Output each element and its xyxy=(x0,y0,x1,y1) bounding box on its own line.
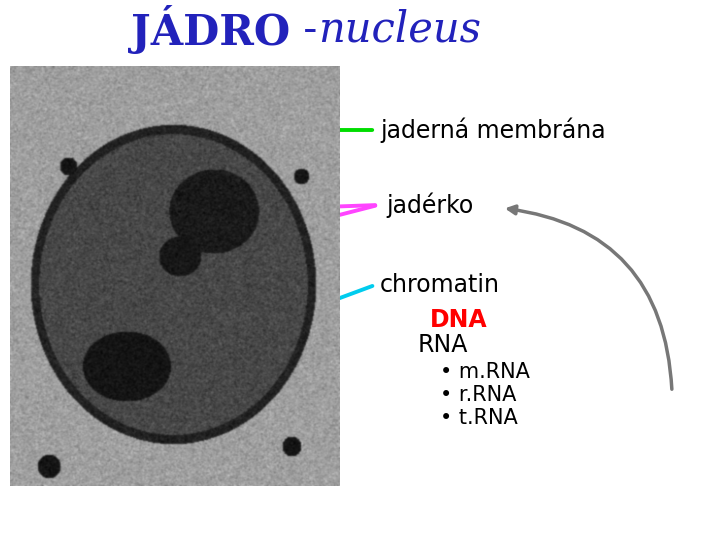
Text: • m.RNA: • m.RNA xyxy=(440,362,530,382)
Text: jadérko: jadérko xyxy=(386,192,473,218)
Text: RNA: RNA xyxy=(418,333,469,357)
Text: DNA: DNA xyxy=(430,308,487,332)
Text: -: - xyxy=(290,9,330,51)
Text: jaderná membrána: jaderná membrána xyxy=(380,117,606,143)
Text: chromatin: chromatin xyxy=(380,273,500,297)
Text: JÁDRO: JÁDRO xyxy=(131,5,290,55)
Text: • r.RNA: • r.RNA xyxy=(440,385,516,405)
FancyArrowPatch shape xyxy=(508,206,672,389)
Text: • t.RNA: • t.RNA xyxy=(440,408,518,428)
Text: nucleus: nucleus xyxy=(318,9,481,51)
